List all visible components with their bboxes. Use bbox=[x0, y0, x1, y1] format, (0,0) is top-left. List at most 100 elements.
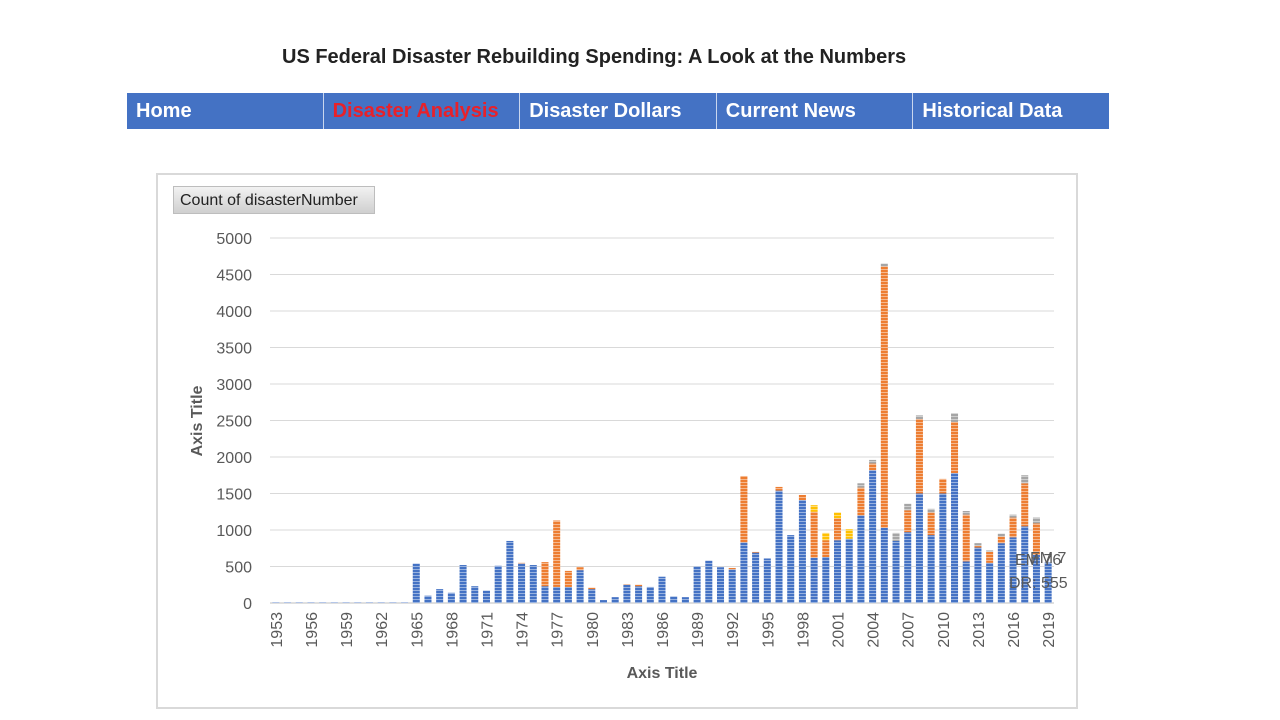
bar-segment-2010-s1[interactable] bbox=[939, 478, 947, 494]
bar-segment-2012-s3[interactable] bbox=[962, 511, 970, 515]
bar-segment-2002-s2[interactable] bbox=[845, 529, 853, 539]
bar-segment-1969-s0[interactable] bbox=[459, 565, 467, 603]
bar-segment-1966-s0[interactable] bbox=[424, 595, 432, 603]
bar-segment-1986-s0[interactable] bbox=[658, 576, 666, 603]
bar-segment-2009-s1[interactable] bbox=[927, 512, 935, 536]
x-axis-title[interactable]: Axis Title bbox=[627, 665, 698, 682]
bar-segment-1974-s1[interactable] bbox=[518, 562, 526, 564]
bar-segment-1957-s0[interactable] bbox=[319, 602, 327, 603]
bar-segment-1981-s0[interactable] bbox=[599, 600, 608, 603]
bar-segment-2017-s1[interactable] bbox=[1021, 483, 1029, 527]
bar-segment-1998-s0[interactable] bbox=[798, 500, 806, 603]
bar-segment-2007-s3[interactable] bbox=[904, 503, 912, 511]
pivot-field-button[interactable]: Count of disasterNumber bbox=[173, 186, 375, 214]
bar-segment-1996-s1[interactable] bbox=[775, 486, 783, 491]
bar-segment-1964-s0[interactable] bbox=[401, 602, 409, 603]
bar-segment-1955-s0[interactable] bbox=[295, 602, 303, 603]
bar-segment-2005-s1[interactable] bbox=[880, 266, 888, 528]
bar-segment-1962-s0[interactable] bbox=[377, 602, 385, 603]
bar-segment-2017-s3[interactable] bbox=[1021, 475, 1029, 484]
bar-segment-2013-s1[interactable] bbox=[974, 546, 982, 548]
bar-segment-1996-s0[interactable] bbox=[775, 490, 783, 603]
bar-segment-2003-s3[interactable] bbox=[857, 483, 865, 488]
nav-item-home[interactable]: Home bbox=[127, 93, 324, 129]
bar-segment-2004-s1[interactable] bbox=[869, 463, 877, 471]
bar-segment-2011-s0[interactable] bbox=[951, 473, 959, 603]
bar-segment-2008-s3[interactable] bbox=[915, 415, 923, 420]
bar-segment-2004-s0[interactable] bbox=[869, 470, 877, 603]
bar-segment-2013-s0[interactable] bbox=[974, 547, 982, 603]
bar-segment-2019-s0[interactable] bbox=[1044, 562, 1052, 603]
bar-segment-2003-s1[interactable] bbox=[857, 487, 865, 516]
bar-segment-2013-s3[interactable] bbox=[974, 543, 982, 547]
bar-segment-1989-s0[interactable] bbox=[693, 566, 701, 604]
bar-segment-1977-s0[interactable] bbox=[553, 586, 561, 603]
bar-segment-1999-s2[interactable] bbox=[810, 505, 818, 512]
bar-segment-1953-s0[interactable] bbox=[272, 602, 280, 603]
bar-segment-2015-s0[interactable] bbox=[997, 543, 1005, 603]
bar-segment-1976-s1[interactable] bbox=[541, 562, 549, 587]
bar-segment-1972-s0[interactable] bbox=[494, 565, 502, 603]
bar-segment-2008-s0[interactable] bbox=[915, 493, 923, 604]
bar-segment-2014-s3[interactable] bbox=[986, 550, 994, 552]
bar-segment-2007-s0[interactable] bbox=[904, 532, 912, 603]
bar-segment-2007-s1[interactable] bbox=[904, 510, 912, 533]
bar-segment-1994-s0[interactable] bbox=[752, 552, 760, 603]
bar-segment-1990-s0[interactable] bbox=[705, 560, 713, 603]
nav-item-historical-data[interactable]: Historical Data bbox=[922, 100, 1063, 122]
bar-segment-1967-s0[interactable] bbox=[436, 589, 444, 603]
bar-segment-1965-s0[interactable] bbox=[412, 563, 420, 603]
bar-segment-1998-s1[interactable] bbox=[798, 494, 806, 501]
bar-segment-2014-s0[interactable] bbox=[986, 562, 994, 603]
bar-segment-2002-s0[interactable] bbox=[845, 538, 853, 603]
bar-segment-2018-s0[interactable] bbox=[1032, 554, 1040, 603]
bar-segment-1979-s1[interactable] bbox=[576, 567, 584, 571]
bar-segment-1976-s0[interactable] bbox=[541, 586, 549, 603]
bar-segment-2000-s2[interactable] bbox=[822, 532, 830, 541]
bar-segment-1970-s0[interactable] bbox=[471, 586, 479, 603]
bar-segment-1992-s1[interactable] bbox=[728, 567, 736, 570]
bar-segment-1999-s1[interactable] bbox=[810, 511, 818, 558]
bar-segment-1963-s0[interactable] bbox=[389, 602, 397, 603]
bar-segment-2006-s0[interactable] bbox=[892, 540, 900, 603]
bar-segment-1958-s0[interactable] bbox=[330, 602, 338, 603]
bar-segment-1985-s0[interactable] bbox=[646, 586, 654, 603]
bar-segment-1959-s0[interactable] bbox=[342, 602, 350, 603]
bar-segment-2004-s3[interactable] bbox=[869, 459, 877, 464]
bar-segment-2008-s1[interactable] bbox=[915, 419, 923, 494]
nav-item-disaster-dollars[interactable]: Disaster Dollars bbox=[520, 93, 717, 129]
bar-segment-2001-s1[interactable] bbox=[834, 518, 842, 541]
bar-segment-1978-s0[interactable] bbox=[564, 586, 572, 603]
bar-segment-1954-s0[interactable] bbox=[284, 602, 292, 603]
bar-segment-1995-s0[interactable] bbox=[763, 558, 771, 603]
nav-item-disaster-analysis[interactable]: Disaster Analysis bbox=[324, 93, 521, 129]
bar-segment-1971-s0[interactable] bbox=[482, 590, 490, 603]
bar-segment-2010-s0[interactable] bbox=[939, 493, 947, 604]
bar-segment-1997-s0[interactable] bbox=[787, 535, 795, 603]
bar-segment-2012-s1[interactable] bbox=[962, 514, 970, 562]
bar-segment-1991-s0[interactable] bbox=[716, 567, 725, 603]
bar-segment-2016-s0[interactable] bbox=[1009, 537, 1017, 603]
bar-segment-2003-s0[interactable] bbox=[857, 515, 865, 603]
bar-segment-1977-s1[interactable] bbox=[553, 520, 561, 587]
bar-segment-1975-s0[interactable] bbox=[529, 565, 537, 603]
bar-segment-2012-s0[interactable] bbox=[962, 561, 970, 603]
bar-segment-1979-s0[interactable] bbox=[576, 570, 584, 603]
y-axis-title[interactable]: Axis Title bbox=[189, 385, 206, 456]
bar-segment-2006-s3[interactable] bbox=[892, 532, 900, 541]
bar-segment-1980-s0[interactable] bbox=[588, 589, 596, 603]
bar-segment-2000-s1[interactable] bbox=[822, 540, 830, 558]
bar-segment-2000-s0[interactable] bbox=[822, 557, 830, 603]
bar-segment-1978-s1[interactable] bbox=[564, 570, 572, 587]
bar-segment-2016-s1[interactable] bbox=[1009, 517, 1017, 538]
bar-segment-1984-s0[interactable] bbox=[635, 586, 643, 603]
bar-segment-1968-s0[interactable] bbox=[447, 592, 455, 603]
bar-segment-2005-s3[interactable] bbox=[880, 263, 888, 267]
bar-segment-2001-s0[interactable] bbox=[834, 540, 842, 603]
bar-segment-2014-s1[interactable] bbox=[986, 551, 994, 563]
bar-segment-2016-s3[interactable] bbox=[1009, 514, 1017, 518]
bar-segment-1987-s0[interactable] bbox=[670, 596, 678, 603]
bar-segment-1982-s0[interactable] bbox=[611, 597, 619, 603]
bar-segment-1983-s0[interactable] bbox=[623, 584, 631, 603]
bar-segment-2009-s3[interactable] bbox=[927, 508, 935, 513]
